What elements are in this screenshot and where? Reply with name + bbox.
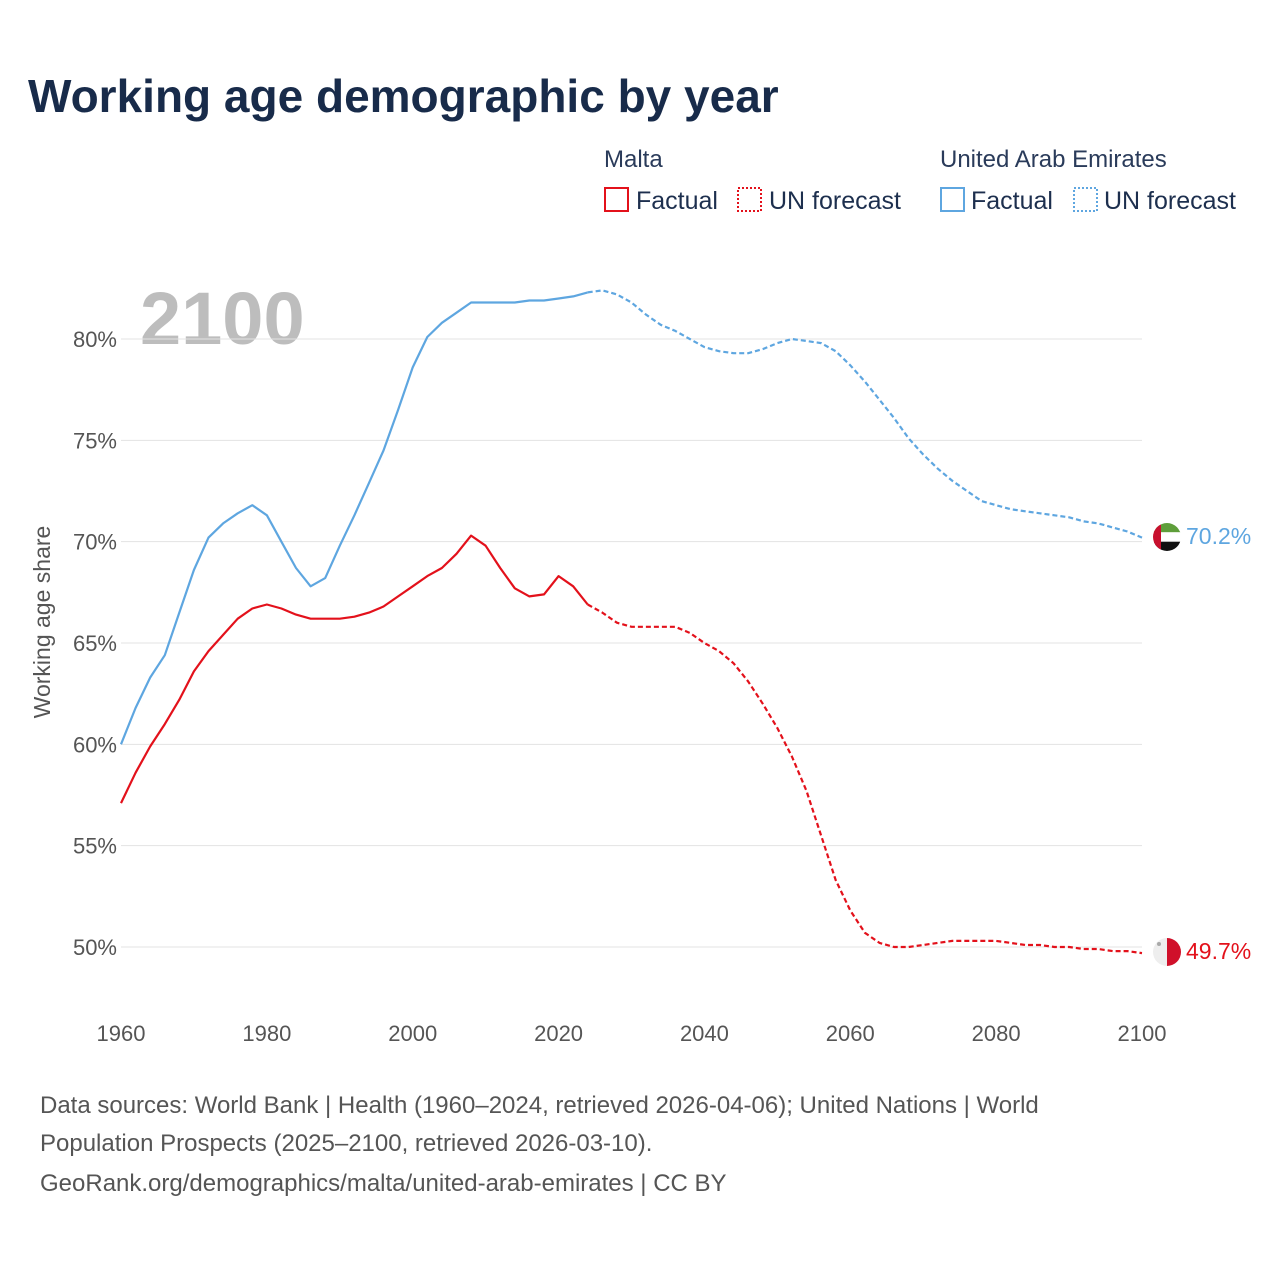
gridlines (121, 338, 1142, 948)
y-tick-label: 80% (73, 327, 117, 352)
legend-label-uae-factual: Factual (971, 187, 1053, 215)
series-line-malta-forecast (587, 603, 1143, 955)
footer-sources-line1: Data sources: World Bank | Health (1960–… (40, 1092, 1039, 1119)
y-tick-label: 50% (73, 935, 117, 960)
footer-sources-line2: Population Prospects (2025–2100, retriev… (40, 1130, 652, 1157)
series-line-malta-factual (120, 534, 589, 804)
legend-label-uae-forecast: UN forecast (1104, 187, 1236, 215)
y-axis-title: Working age share (29, 526, 55, 719)
y-tick-label: 75% (73, 428, 117, 453)
legend-swatch-uae-forecast (1073, 187, 1098, 212)
y-tick-label: 70% (73, 530, 117, 555)
y-tick-label: 65% (73, 631, 117, 656)
y-tick-label: 60% (73, 732, 117, 757)
legend-swatch-malta-factual (604, 187, 629, 212)
x-tick-label: 2060 (826, 1021, 875, 1046)
legend-malta[interactable]: Malta Factual UN forecast (604, 146, 901, 215)
x-tick-label: 2020 (534, 1021, 583, 1046)
chart-title: Working age demographic by year (28, 70, 779, 122)
y-axis-ticks: 50% 55% 60% 65% 70% 75% 80% (73, 327, 117, 960)
series-lines (119, 289, 1143, 955)
legend-swatch-uae-factual (940, 187, 965, 212)
x-tick-label: 2040 (680, 1021, 729, 1046)
x-tick-label: 2080 (972, 1021, 1021, 1046)
x-tick-label: 1980 (242, 1021, 291, 1046)
series-line-united-arab-emirates-factual (119, 291, 588, 745)
uae-flag-icon (1153, 523, 1181, 551)
y-tick-label: 55% (73, 834, 117, 859)
x-tick-label: 2100 (1118, 1021, 1167, 1046)
legend-uae[interactable]: United Arab Emirates Factual UN forecast (940, 146, 1236, 215)
series-line-united-arab-emirates-forecast (587, 289, 1143, 539)
legend-swatch-malta-forecast (737, 187, 762, 212)
legend-group-malta: Malta (604, 146, 663, 173)
year-overlay: 2100 (140, 277, 305, 360)
uae-end-value: 70.2% (1186, 523, 1251, 549)
footer-attribution[interactable]: GeoRank.org/demographics/malta/united-ar… (40, 1170, 727, 1197)
x-axis-ticks: 1960 1980 2000 2020 2040 2060 2080 2100 (97, 1021, 1167, 1046)
legend-label-malta-forecast: UN forecast (769, 187, 901, 215)
legend-group-uae: United Arab Emirates (940, 146, 1167, 173)
malta-flag-icon (1153, 938, 1181, 966)
x-tick-label: 1960 (97, 1021, 146, 1046)
legend-label-malta-factual: Factual (636, 187, 718, 215)
x-tick-label: 2000 (388, 1021, 437, 1046)
malta-end-value: 49.7% (1186, 938, 1251, 964)
